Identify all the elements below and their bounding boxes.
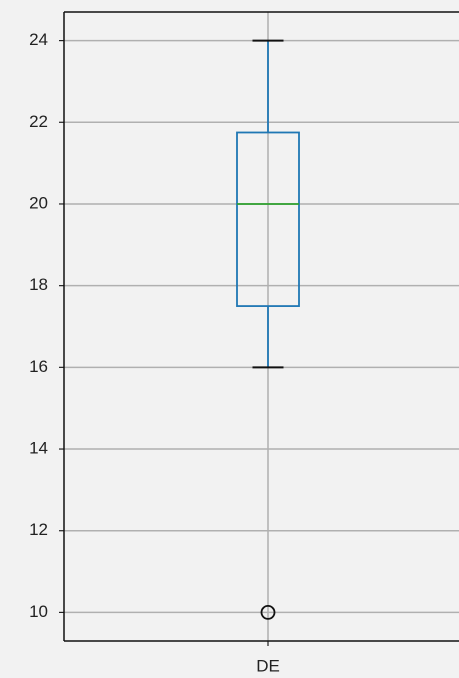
box [236, 131, 300, 307]
y-tick-label: 24 [29, 30, 48, 49]
y-tick-label: 12 [29, 520, 48, 539]
outlier [260, 605, 276, 620]
y-tick-label: 16 [29, 357, 48, 376]
y-tick-label: 20 [29, 193, 48, 212]
y-tick-label: 22 [29, 112, 48, 131]
y-tick-label: 10 [29, 602, 48, 621]
y-tick-label: 14 [29, 439, 48, 458]
x-tick-label: DE [256, 656, 280, 675]
y-tick-label: 18 [29, 275, 48, 294]
